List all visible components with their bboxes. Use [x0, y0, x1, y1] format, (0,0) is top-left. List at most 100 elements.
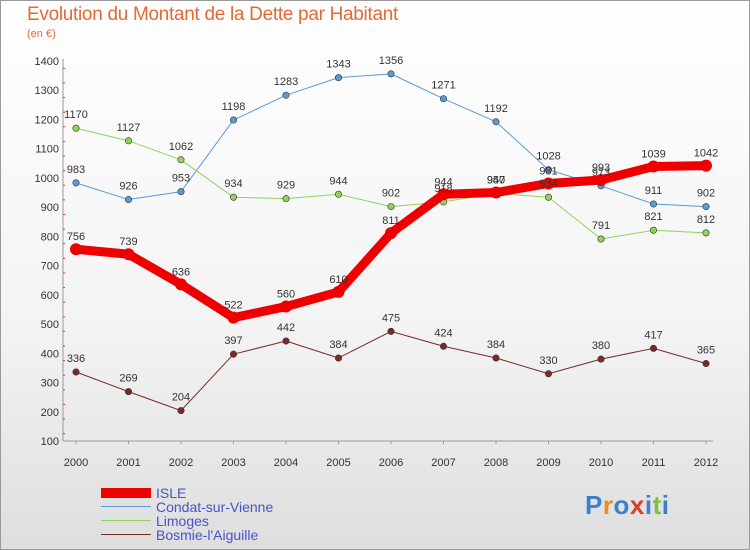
y-tick-label: 600 — [41, 290, 59, 302]
data-point-condat — [125, 196, 133, 204]
x-tick-label: 2012 — [694, 457, 718, 469]
legend-label-limoges: Limoges — [156, 513, 209, 529]
data-point-bosmie — [387, 327, 395, 335]
data-point-bosmie — [439, 342, 447, 350]
y-tick-label: 900 — [41, 202, 59, 214]
data-point-isle — [595, 173, 607, 186]
data-label-limoges: 934 — [539, 178, 557, 190]
data-point-bosmie — [125, 388, 133, 396]
y-tick-label: 800 — [41, 231, 59, 243]
data-label-condat: 973 — [592, 167, 610, 179]
x-tick-label: 2001 — [116, 457, 140, 469]
data-point-bosmie — [72, 368, 80, 376]
data-point-isle — [227, 311, 240, 324]
logo-letter: o — [613, 490, 630, 520]
data-point-limoges — [125, 137, 133, 145]
data-label-bosmie: 204 — [172, 392, 190, 404]
data-point-bosmie — [649, 344, 657, 352]
x-tick-label: 2007 — [431, 457, 455, 469]
data-point-isle — [542, 177, 555, 190]
line-chart: 100 200 300 400 500 600 700 800 900 1000 1100 1200 1… — [35, 55, 719, 469]
data-point-limoges — [282, 195, 290, 203]
data-point-condat — [177, 188, 185, 196]
data-label-bosmie: 442 — [277, 322, 295, 334]
data-label-condat: 926 — [119, 181, 137, 193]
x-tick-label: 2009 — [536, 457, 560, 469]
x-tick-label: 2003 — [221, 457, 245, 469]
data-point-isle — [437, 188, 450, 201]
data-point-bosmie — [492, 354, 500, 362]
logo-letter: i — [644, 490, 653, 520]
data-point-limoges — [230, 193, 238, 201]
data-label-limoges: 1062 — [169, 141, 193, 153]
data-point-isle — [332, 285, 345, 298]
data-point-condat — [230, 116, 238, 124]
y-tick-label: 200 — [41, 407, 59, 419]
data-label-isle: 981 — [539, 165, 557, 177]
data-point-condat — [387, 70, 395, 78]
data-label-bosmie: 269 — [119, 373, 137, 385]
data-label-limoges: 947 — [487, 174, 505, 186]
logo-letter: P — [585, 490, 603, 520]
data-label-limoges: 918 — [434, 183, 452, 195]
legend-swatch-isle — [101, 488, 151, 498]
data-point-limoges — [387, 203, 395, 211]
y-tick-label: 400 — [41, 348, 59, 360]
x-tick-label: 2002 — [169, 457, 193, 469]
data-label-bosmie: 417 — [644, 329, 662, 341]
data-point-bosmie — [177, 407, 185, 415]
data-label-bosmie: 384 — [329, 339, 347, 351]
data-point-isle — [700, 159, 712, 172]
data-point-isle — [385, 227, 397, 240]
x-tick-label: 2005 — [326, 457, 350, 469]
legend-swatch-bosmie — [101, 534, 151, 535]
data-point-limoges — [702, 229, 710, 237]
x-tick-label: 2004 — [274, 457, 298, 469]
data-label-condat: 1271 — [431, 80, 455, 92]
data-label-isle: 993 — [592, 162, 610, 174]
y-tick-label: 500 — [41, 319, 59, 331]
series-line-bosmie — [75, 330, 707, 412]
chart-title: Evolution du Montant de la Dette par Hab… — [27, 4, 398, 25]
data-point-condat — [492, 118, 500, 126]
data-label-condat: 983 — [67, 164, 85, 176]
data-label-isle: 610 — [329, 274, 347, 286]
legend-swatch-condat — [101, 506, 151, 507]
data-label-limoges: 1170 — [64, 109, 88, 121]
data-label-isle: 636 — [172, 266, 190, 278]
x-tick-label: 2000 — [64, 457, 88, 469]
legend-label-condat: Condat-sur-Vienne — [156, 499, 274, 515]
data-point-isle — [70, 243, 82, 256]
y-tick-label: 1200 — [35, 114, 59, 126]
data-point-condat — [544, 166, 552, 174]
data-label-isle: 560 — [277, 289, 295, 301]
y-unit-label: (en €) — [27, 28, 56, 40]
data-label-limoges: 929 — [277, 180, 295, 192]
y-tick-label: 1100 — [35, 144, 59, 156]
y-tick-label: 1400 — [35, 56, 59, 68]
y-tick-label: 1000 — [35, 173, 59, 185]
data-point-limoges — [649, 226, 657, 234]
data-label-bosmie: 336 — [67, 353, 85, 365]
data-label-condat: 1283 — [274, 76, 298, 88]
logo-letter: t — [652, 490, 662, 520]
data-point-condat — [649, 200, 657, 208]
data-point-condat — [439, 95, 447, 103]
legend-swatch-limoges — [101, 520, 151, 521]
data-point-limoges — [334, 190, 342, 198]
data-label-condat: 902 — [697, 188, 715, 200]
data-point-bosmie — [702, 360, 710, 368]
x-tick-label: 2006 — [379, 457, 403, 469]
data-point-isle — [175, 278, 187, 291]
x-tick-label: 2008 — [484, 457, 508, 469]
data-label-isle: 739 — [119, 236, 137, 248]
data-label-bosmie: 384 — [487, 339, 505, 351]
data-label-condat: 1356 — [379, 55, 403, 67]
data-point-limoges — [597, 235, 605, 243]
data-label-limoges: 902 — [382, 188, 400, 200]
data-label-condat: 911 — [645, 185, 663, 197]
data-label-isle: 522 — [224, 300, 242, 312]
data-label-limoges: 944 — [329, 175, 347, 187]
data-label-condat: 1192 — [484, 103, 508, 115]
